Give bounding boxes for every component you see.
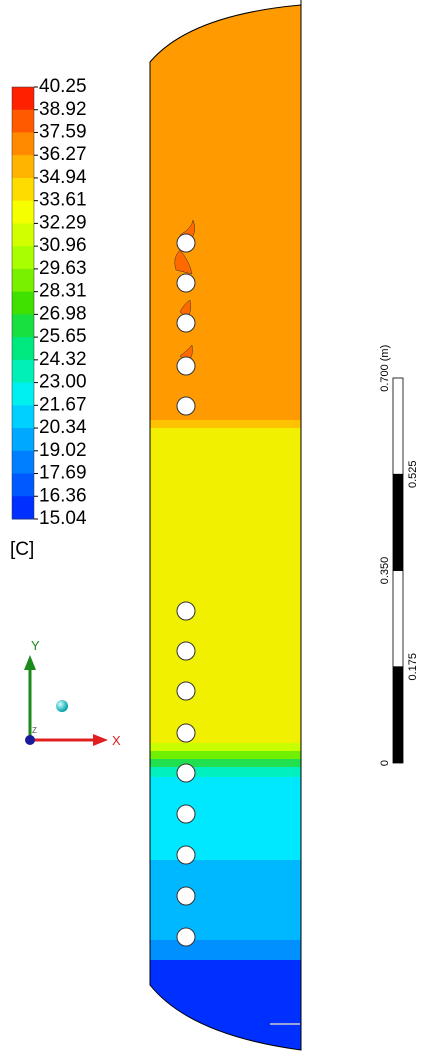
scale-segment [392,377,404,475]
legend-swatch [12,291,34,315]
hole [176,641,196,661]
legend-swatch [12,223,34,247]
contour-body [150,5,301,1050]
legend-label: 30.96 [39,235,87,256]
legend-label: 26.98 [39,303,87,324]
legend-swatch [12,246,34,270]
hole [176,927,196,947]
hole [176,356,196,376]
legend-swatch [12,450,34,475]
legend-label: 38.92 [39,99,87,120]
legend-swatch [12,177,34,202]
legend-label: 36.27 [39,144,87,165]
hole [176,313,196,333]
legend-label: 29.63 [39,258,87,279]
legend-label: 28.31 [39,281,87,302]
scale-unit: (m) [379,345,391,362]
triad-y: Y [31,638,40,653]
legend-swatch [12,87,34,111]
scale-bar: 0 0.175 0.350 0.525 0.700 (m) [379,345,419,766]
legend-label: 40.25 [39,76,87,97]
legend-swatch [12,314,34,338]
legend-frame [11,86,35,520]
legend-label: 34.94 [39,167,87,188]
legend-label: 19.02 [39,440,87,461]
hole [176,845,196,865]
legend-label: 17.69 [39,463,87,484]
legend-swatch [12,359,34,384]
scale-segment [392,666,404,764]
legend-swatch [12,405,34,429]
legend-swatch [12,268,34,293]
legend-label: 25.65 [39,326,87,347]
scale-segment [392,473,404,571]
legend-unit: [C] [10,539,34,560]
hole [176,601,196,621]
legend-swatch [12,496,34,520]
scale-label: 0.700 [379,364,391,392]
legend-swatch [12,109,34,133]
legend: 40.2538.9237.5936.2734.9433.6132.2930.96… [11,76,87,529]
legend-label: 23.00 [39,372,87,393]
legend-label: 32.29 [39,212,87,233]
hole [176,273,196,293]
legend-label: 33.61 [39,190,87,211]
legend-swatch [12,382,34,406]
hole [176,396,196,416]
legend-swatch [12,473,34,497]
scale-label: 0.175 [407,653,419,681]
scale-segment [392,570,404,668]
legend-swatch [12,337,34,361]
hole [176,886,196,906]
hole [176,763,196,783]
scale-label: 0 [379,760,391,766]
hole [176,681,196,701]
scale-label: 0.350 [379,557,391,585]
legend-label: 15.04 [39,508,87,529]
legend-label: 20.34 [39,417,87,438]
triad-z: Z [32,726,37,735]
legend-label: 37.59 [39,121,87,142]
legend-swatch [12,428,34,452]
legend-label: 16.36 [39,485,87,506]
legend-swatch [12,155,34,179]
legend-label: 24.32 [39,349,87,370]
triad-x: X [112,733,121,748]
scale-label: 0.525 [407,460,419,488]
hole [176,233,196,253]
triad: Y X Z [24,638,121,748]
hole [176,723,196,743]
hole [176,804,196,824]
legend-swatch [12,132,34,156]
legend-label: 21.67 [39,394,87,415]
legend-swatch [12,200,34,224]
